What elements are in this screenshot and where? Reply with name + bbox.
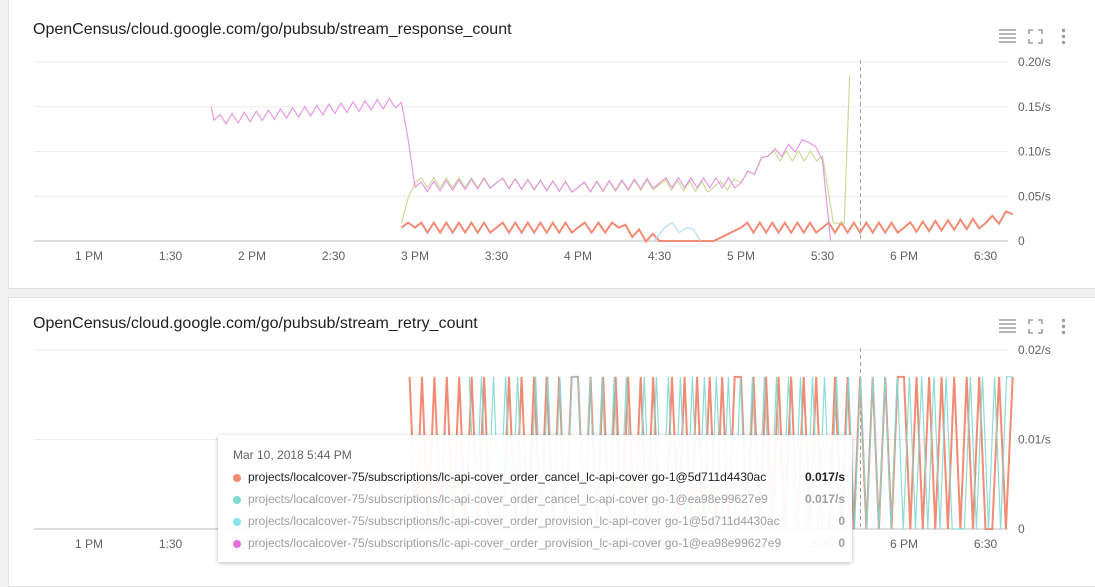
x-tick-label: 3:30 bbox=[485, 249, 509, 263]
y-tick-label: 0.10/s bbox=[1018, 145, 1051, 159]
x-tick-label: 2:30 bbox=[322, 249, 346, 263]
series-color-dot bbox=[233, 474, 241, 482]
x-tick-label: 5:30 bbox=[811, 249, 835, 263]
chart-toolbar bbox=[999, 28, 1072, 45]
legend-list-icon[interactable] bbox=[999, 28, 1016, 45]
fullscreen-icon[interactable] bbox=[1027, 318, 1044, 335]
y-tick-label: 0.01/s bbox=[1018, 433, 1051, 447]
fullscreen-icon[interactable] bbox=[1027, 28, 1044, 45]
series-line bbox=[400, 210, 1014, 244]
tooltip-series-value: 0.017/s bbox=[804, 492, 845, 506]
tooltip-series-label: projects/localcover-75/subscriptions/lc-… bbox=[248, 492, 768, 506]
x-tick-label: 1:30 bbox=[159, 249, 183, 263]
more-vert-icon[interactable] bbox=[1055, 318, 1072, 335]
chart-toolbar bbox=[999, 318, 1072, 335]
more-vert-icon[interactable] bbox=[1055, 28, 1072, 45]
legend-list-icon[interactable] bbox=[999, 318, 1016, 335]
series-line bbox=[210, 97, 832, 242]
tooltip-series-label: projects/localcover-75/subscriptions/lc-… bbox=[248, 514, 780, 528]
tooltip-series-value: 0 bbox=[838, 536, 845, 550]
series-color-dot bbox=[233, 496, 241, 504]
tooltip-row: projects/localcover-75/subscriptions/lc-… bbox=[233, 492, 845, 508]
x-tick-label: 1 PM bbox=[75, 249, 103, 263]
tooltip-row: projects/localcover-75/subscriptions/lc-… bbox=[233, 536, 845, 552]
series-color-dot bbox=[233, 540, 241, 548]
tooltip-series-value: 0.017/s bbox=[804, 470, 845, 484]
chart-title: OpenCensus/cloud.google.com/go/pubsub/st… bbox=[33, 21, 512, 38]
series-line bbox=[408, 375, 1014, 530]
y-tick-label: 0 bbox=[1018, 234, 1025, 248]
x-tick-label: 3 PM bbox=[401, 249, 429, 263]
x-tick-label: 5 PM bbox=[727, 249, 755, 263]
series-line bbox=[653, 221, 701, 242]
x-tick-label: 6 PM bbox=[890, 537, 918, 551]
tooltip-row: projects/localcover-75/subscriptions/lc-… bbox=[233, 470, 845, 486]
x-tick-label: 2 PM bbox=[238, 249, 266, 263]
x-tick-label: 4:30 bbox=[648, 249, 672, 263]
chart-title: OpenCensus/cloud.google.com/go/pubsub/st… bbox=[33, 315, 478, 332]
tooltip-row: projects/localcover-75/subscriptions/lc-… bbox=[233, 514, 845, 530]
x-tick-label: 4 PM bbox=[564, 249, 592, 263]
y-tick-label: 0.20/s bbox=[1018, 55, 1051, 69]
chart-stream-response-count[interactable]: 0 0.05/s 0.10/s 0.15/s 0.20/s 1 PM 1:30 2 PM 2:3… bbox=[0, 0, 1095, 290]
tooltip-date: Mar 10, 2018 5:44 PM bbox=[233, 448, 352, 462]
tooltip-series-value: 0 bbox=[838, 514, 845, 528]
x-tick-label: 1 PM bbox=[75, 537, 103, 551]
tooltip-series-label: projects/localcover-75/subscriptions/lc-… bbox=[248, 536, 782, 550]
x-tick-label: 1:30 bbox=[159, 537, 183, 551]
tooltip-series-label: projects/localcover-75/subscriptions/lc-… bbox=[248, 470, 767, 484]
chart-tooltip: Mar 10, 2018 5:44 PM projects/localcover… bbox=[218, 435, 852, 562]
series-line bbox=[468, 376, 1013, 530]
y-tick-label: 0.15/s bbox=[1018, 100, 1051, 114]
series-color-dot bbox=[233, 518, 241, 526]
x-tick-label: 6 PM bbox=[890, 249, 918, 263]
y-tick-label: 0 bbox=[1018, 522, 1025, 536]
x-tick-label: 6:30 bbox=[974, 249, 998, 263]
y-tick-label: 0.05/s bbox=[1018, 189, 1051, 203]
y-tick-label: 0.02/s bbox=[1018, 343, 1051, 357]
x-tick-label: 6:30 bbox=[974, 537, 998, 551]
